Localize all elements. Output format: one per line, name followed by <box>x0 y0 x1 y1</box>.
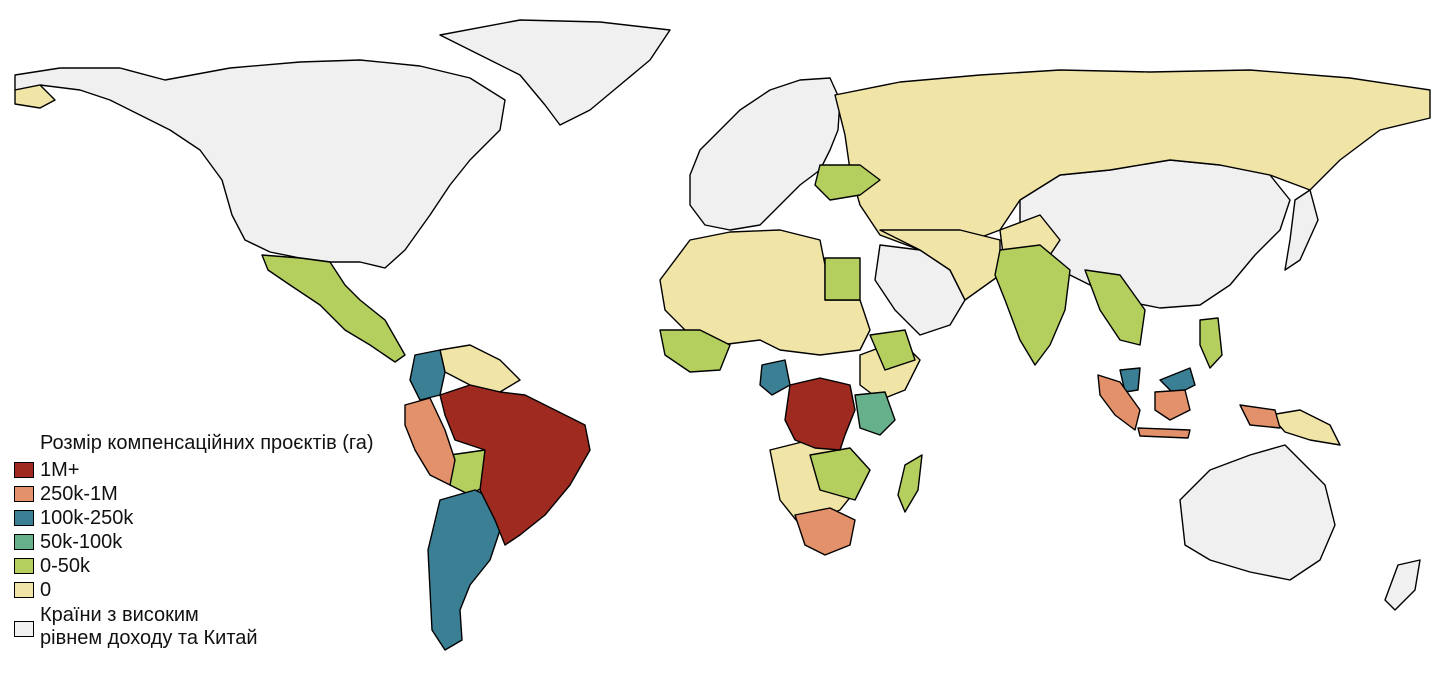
legend-label: 0 <box>40 579 52 601</box>
legend-label: 100k-250k <box>40 507 134 529</box>
legend-swatch <box>14 534 34 550</box>
legend-label: Країни з високим рівнем доходу та Китай <box>40 604 258 649</box>
colombia-shape <box>409 349 446 401</box>
southeast-asia-shape <box>1084 269 1146 346</box>
india-shape <box>994 244 1071 366</box>
greenland-shape <box>439 19 671 126</box>
legend-title: Розмір компенсаційних проєктів (га) <box>40 432 374 454</box>
ethiopia-region-shape <box>869 329 916 371</box>
legend-swatch <box>14 582 34 598</box>
russia-central-asia-shape <box>834 69 1431 251</box>
madagascar-shape <box>897 454 923 513</box>
legend-label: 250k-1M <box>40 483 118 505</box>
tanzania-shape <box>854 391 896 436</box>
indonesia-java-shape <box>1137 427 1191 439</box>
zero-category-regions <box>14 69 1431 526</box>
southeast-asia-blue-shape <box>1119 367 1141 393</box>
zero-to-50k-regions <box>261 164 1223 513</box>
250k-to-1m-regions <box>404 374 1281 556</box>
north-africa-shape <box>659 229 871 356</box>
north-america-shape <box>14 59 506 269</box>
new-zealand-shape <box>1384 559 1421 611</box>
legend-label: 0-50k <box>40 555 91 577</box>
south-africa-shape <box>794 507 856 556</box>
venezuela-guyana-shape <box>439 344 521 393</box>
legend-swatch <box>14 621 34 637</box>
indonesia-sumatra-shape <box>1097 374 1141 431</box>
middle-east-shape <box>879 229 1001 301</box>
fifty-to-100k-regions <box>854 391 896 436</box>
alaska-shape <box>14 84 56 109</box>
borneo-blue-shape <box>1159 367 1196 396</box>
australia-shape <box>1179 444 1336 581</box>
high-income-and-china-regions <box>14 19 1421 611</box>
southern-africa-green-shape <box>809 447 871 501</box>
legend-label: 1M+ <box>40 459 80 481</box>
europe-shape <box>689 77 841 231</box>
legend-swatch <box>14 558 34 574</box>
cameroon-shape <box>759 359 791 396</box>
legend-swatch <box>14 462 34 478</box>
legend-label: 50k-100k <box>40 531 123 553</box>
peru-shape <box>404 397 456 486</box>
dr-congo-shape <box>784 377 856 451</box>
indonesia-papua-shape <box>1239 404 1281 429</box>
legend-swatch <box>14 510 34 526</box>
west-africa-shape <box>659 329 731 373</box>
brazil-shape <box>439 384 591 546</box>
ukraine-region-shape <box>814 164 881 201</box>
hundred-to-250k-regions <box>409 349 1196 651</box>
papua-shape <box>1269 409 1341 446</box>
one-million-plus-regions <box>439 377 856 546</box>
legend-swatch <box>14 486 34 502</box>
philippines-shape <box>1199 317 1223 369</box>
egypt-shape <box>824 257 861 301</box>
indonesia-borneo-shape <box>1154 389 1191 421</box>
mexico-central-america-shape <box>261 254 406 363</box>
